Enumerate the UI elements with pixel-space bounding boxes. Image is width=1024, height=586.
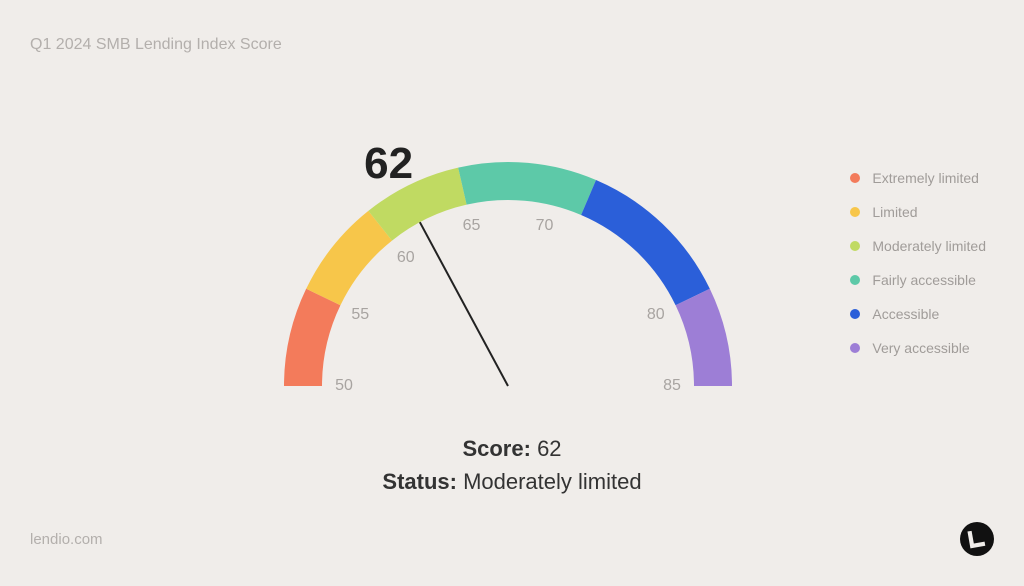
summary-status-line: Status: Moderately limited [0, 465, 1024, 498]
legend-label: Moderately limited [872, 238, 986, 254]
gauge-segment [693, 297, 713, 386]
legend-label: Limited [872, 204, 917, 220]
gauge-segment [323, 226, 380, 297]
legend: Extremely limited Limited Moderately limit… [850, 170, 986, 356]
brand-logo-icon [960, 522, 994, 556]
summary-score-value: 62 [537, 436, 561, 461]
gauge-score-value: 62 [364, 139, 413, 189]
summary-status-value: Moderately limited [463, 469, 642, 494]
summary-block: Score: 62 Status: Moderately limited [0, 432, 1024, 498]
summary-score-label: Score: [462, 436, 530, 461]
legend-label: Very accessible [872, 340, 969, 356]
summary-score-line: Score: 62 [0, 432, 1024, 465]
legend-dot-icon [850, 173, 860, 183]
legend-dot-icon [850, 207, 860, 217]
gauge-tick-label: 55 [351, 306, 369, 324]
chart-title: Q1 2024 SMB Lending Index Score [30, 36, 282, 54]
legend-dot-icon [850, 343, 860, 353]
legend-item: Limited [850, 204, 986, 220]
legend-label: Extremely limited [872, 170, 979, 186]
legend-item: Moderately limited [850, 238, 986, 254]
gauge-tick-label: 85 [663, 377, 681, 395]
legend-item: Very accessible [850, 340, 986, 356]
gauge-tick-label: 50 [335, 377, 353, 395]
legend-item: Fairly accessible [850, 272, 986, 288]
legend-item: Accessible [850, 306, 986, 322]
legend-dot-icon [850, 275, 860, 285]
gauge-tick-label: 70 [536, 217, 554, 235]
legend-item: Extremely limited [850, 170, 986, 186]
gauge-segment [462, 181, 588, 197]
gauge-segment [589, 197, 693, 297]
legend-dot-icon [850, 241, 860, 251]
legend-dot-icon [850, 309, 860, 319]
gauge-needle [420, 222, 508, 386]
summary-status-label: Status: [382, 469, 457, 494]
legend-label: Accessible [872, 306, 939, 322]
gauge-svg [238, 140, 778, 440]
gauge-tick-label: 80 [647, 306, 665, 324]
gauge-chart: 62 50 55 60 65 70 80 85 [238, 140, 778, 440]
gauge-segment [303, 297, 323, 386]
legend-label: Fairly accessible [872, 272, 975, 288]
gauge-segment [380, 186, 462, 226]
gauge-tick-label: 65 [463, 217, 481, 235]
gauge-tick-label: 60 [397, 249, 415, 267]
source-label: lendio.com [30, 531, 103, 548]
